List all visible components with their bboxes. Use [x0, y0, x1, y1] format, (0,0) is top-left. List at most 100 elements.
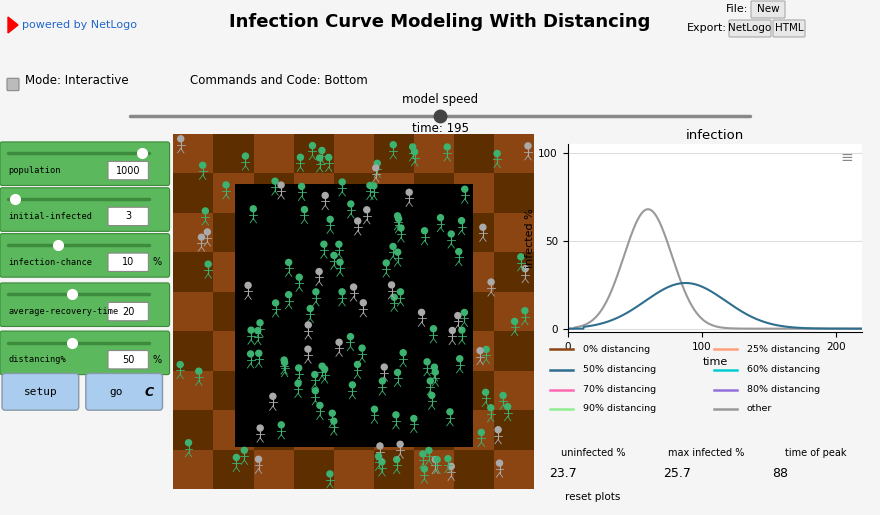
- FancyBboxPatch shape: [108, 351, 149, 369]
- Circle shape: [424, 359, 430, 365]
- Circle shape: [355, 218, 361, 224]
- Bar: [414, 410, 454, 450]
- Bar: [374, 371, 414, 410]
- Circle shape: [511, 318, 517, 324]
- Circle shape: [305, 346, 311, 352]
- Bar: [454, 410, 494, 450]
- Circle shape: [257, 320, 263, 326]
- Bar: [173, 331, 214, 371]
- Text: distancing%: distancing%: [8, 355, 66, 364]
- Text: 50% distancing: 50% distancing: [583, 365, 656, 374]
- Bar: [414, 292, 454, 331]
- Bar: [253, 134, 294, 174]
- Circle shape: [504, 404, 510, 409]
- Bar: [294, 371, 334, 410]
- Circle shape: [450, 328, 455, 333]
- Circle shape: [257, 425, 263, 431]
- Text: 25% distancing: 25% distancing: [747, 345, 820, 354]
- Bar: [334, 213, 374, 252]
- Bar: [173, 371, 214, 410]
- FancyBboxPatch shape: [0, 234, 170, 277]
- FancyBboxPatch shape: [729, 20, 771, 37]
- Circle shape: [392, 294, 397, 300]
- Bar: [253, 213, 294, 252]
- Text: 50: 50: [122, 355, 135, 365]
- Circle shape: [305, 322, 312, 328]
- Bar: [214, 292, 253, 331]
- FancyBboxPatch shape: [773, 20, 805, 37]
- Circle shape: [329, 410, 335, 416]
- Text: 60% distancing: 60% distancing: [747, 365, 820, 374]
- Circle shape: [448, 231, 454, 237]
- Bar: [494, 331, 534, 371]
- Circle shape: [394, 249, 400, 255]
- Bar: [374, 174, 414, 213]
- Bar: [414, 371, 454, 410]
- Circle shape: [525, 143, 531, 149]
- Bar: [454, 371, 494, 410]
- Text: other: other: [747, 404, 772, 413]
- Bar: [294, 174, 334, 213]
- Text: setup: setup: [24, 387, 57, 397]
- Circle shape: [272, 178, 278, 184]
- Circle shape: [360, 300, 366, 306]
- Text: uninfected %: uninfected %: [561, 448, 626, 457]
- Circle shape: [363, 207, 370, 213]
- Bar: [253, 410, 294, 450]
- Circle shape: [522, 266, 528, 272]
- Text: %: %: [152, 355, 162, 365]
- Circle shape: [322, 193, 328, 198]
- Circle shape: [432, 457, 438, 462]
- Text: Export:: Export:: [687, 23, 727, 33]
- Circle shape: [312, 388, 319, 394]
- Bar: [374, 450, 414, 489]
- Circle shape: [383, 260, 389, 266]
- Text: go: go: [109, 387, 123, 397]
- Circle shape: [409, 144, 415, 150]
- Bar: [294, 450, 334, 489]
- Circle shape: [396, 216, 401, 221]
- Circle shape: [420, 451, 426, 457]
- Bar: [214, 450, 253, 489]
- Circle shape: [205, 261, 211, 267]
- Circle shape: [447, 409, 453, 415]
- Bar: [334, 252, 374, 292]
- Bar: [494, 292, 534, 331]
- Bar: [334, 292, 374, 331]
- Circle shape: [336, 339, 342, 345]
- Circle shape: [500, 392, 506, 399]
- Circle shape: [302, 207, 307, 213]
- FancyBboxPatch shape: [7, 78, 19, 91]
- Circle shape: [397, 441, 403, 447]
- Bar: [173, 252, 214, 292]
- Text: initial-infected: initial-infected: [8, 212, 92, 221]
- Bar: [173, 174, 214, 213]
- Text: 70% distancing: 70% distancing: [583, 385, 656, 394]
- Text: reset plots: reset plots: [565, 492, 620, 503]
- Circle shape: [411, 416, 417, 421]
- Circle shape: [448, 464, 454, 469]
- Circle shape: [337, 259, 343, 265]
- FancyBboxPatch shape: [0, 283, 170, 327]
- Circle shape: [248, 327, 254, 333]
- Circle shape: [202, 208, 209, 214]
- FancyBboxPatch shape: [108, 207, 149, 226]
- Circle shape: [331, 418, 337, 424]
- FancyBboxPatch shape: [0, 142, 170, 185]
- Text: 25.7: 25.7: [663, 467, 691, 479]
- Circle shape: [319, 147, 325, 153]
- Circle shape: [331, 252, 337, 259]
- Bar: [494, 213, 534, 252]
- Text: 10: 10: [122, 258, 135, 267]
- Text: Infection Curve Modeling With Distancing: Infection Curve Modeling With Distancing: [230, 13, 650, 31]
- Circle shape: [371, 406, 378, 412]
- Circle shape: [431, 364, 437, 370]
- Bar: [494, 371, 534, 410]
- Bar: [334, 331, 374, 371]
- Y-axis label: infected %: infected %: [525, 208, 535, 268]
- Text: model speed: model speed: [402, 93, 478, 107]
- Circle shape: [456, 249, 462, 254]
- Circle shape: [282, 359, 288, 366]
- Bar: [334, 410, 374, 450]
- Circle shape: [245, 282, 251, 288]
